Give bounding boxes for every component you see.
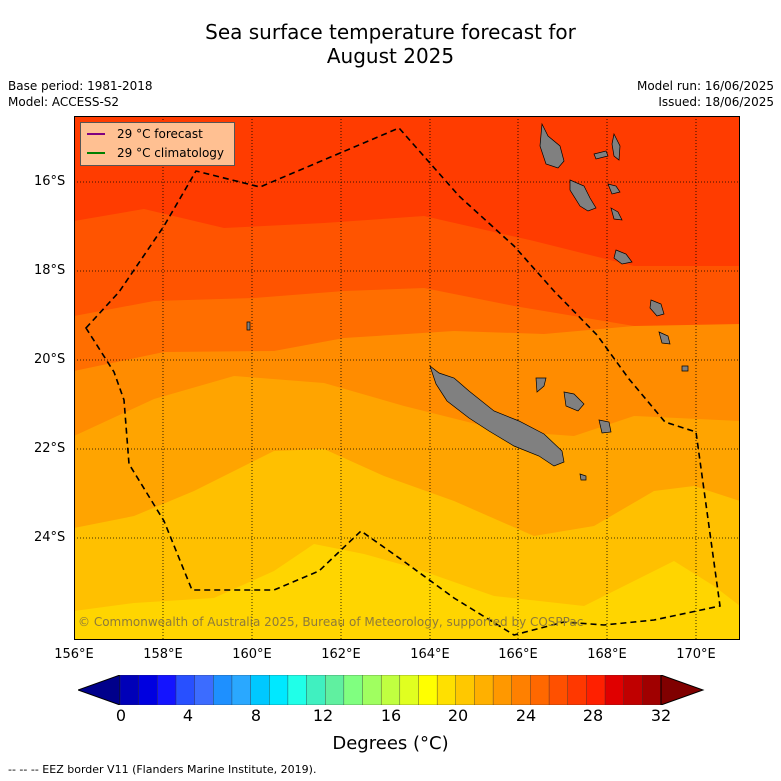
colorbar-swatch [231,675,252,705]
base-period-text: Base period: 1981-2018 [8,79,153,93]
vanuatu-island-d [593,150,609,160]
colorbar-swatch [567,675,588,705]
lat-label-24s: 24°S [34,530,66,545]
legend-climatology-swatch [87,152,105,154]
colorbar-swatch [642,675,662,705]
matthew-island [649,299,665,317]
colorbar-tick-20: 20 [447,706,469,725]
chesterfield-islet [246,321,251,331]
colorbar-swatch [586,675,606,705]
colorbar-swatch [548,675,569,705]
colorbar-tick-24: 24 [515,706,537,725]
vanuatu-island-e [607,183,621,195]
lon-label-168e: 168°E [587,647,627,662]
colorbar-title: Degrees (°C) [332,733,449,754]
lon-label-162e: 162°E [321,647,361,662]
colorbar-swatch [436,675,457,705]
loyalty-island-b [598,419,612,434]
vanuatu-island-c [611,132,621,161]
colorbar-tick-4: 4 [182,706,194,725]
map-legend: 29 °C forecast 29 °C climatology [80,122,235,166]
lon-label-158e: 158°E [143,647,183,662]
lon-label-166e: 166°E [498,647,538,662]
colorbar-swatch [213,675,233,705]
land-masses [246,122,689,481]
lat-label-22s: 22°S [34,441,66,456]
colorbar-tick-16: 16 [380,706,402,725]
eez-border [84,127,721,636]
colorbar-min-extend [78,675,121,705]
vanuatu-island-a [539,122,565,169]
colorbar-swatch [119,675,140,705]
new-caledonia-island [429,365,565,467]
map-frame [74,116,740,640]
colorbar-swatch [530,675,550,705]
colorbar-swatch [511,675,532,705]
colorbar-swatch [399,675,420,705]
lat-label-20s: 20°S [34,352,66,367]
vanuatu-island-g [613,249,633,265]
colorbar-max-extend [660,675,705,705]
hunter-island [658,331,671,345]
colorbar-swatch [623,675,644,705]
lon-label-156e: 156°E [54,647,94,662]
vanuatu-island-f [610,207,623,221]
colorbar-tick-12: 12 [312,706,334,725]
lon-label-160e: 160°E [232,647,272,662]
legend-climatology-label: 29 °C climatology [117,146,225,160]
colorbar-swatch [157,675,177,705]
isle-of-pines [579,473,587,481]
colorbar-swatch [380,675,401,705]
colorbar-swatch [492,675,513,705]
vanuatu-island-b [569,179,597,212]
eez-footnote: -- -- -- EEZ border V11 (Flanders Marine… [8,763,317,776]
small-islet [681,365,689,372]
colorbar-swatch [306,675,326,705]
lat-label-16s: 16°S [34,174,66,189]
map-title-line2: August 2025 [326,44,455,68]
colorbar-swatch [250,675,270,705]
colorbar-swatch [138,675,159,705]
colorbar-swatch [418,675,438,705]
colorbar-swatch [175,675,196,705]
legend-forecast-label: 29 °C forecast [117,127,203,141]
lat-label-18s: 18°S [34,263,66,278]
legend-forecast-swatch [87,133,105,135]
colorbar-swatch [455,675,476,705]
colorbar [78,675,705,705]
loyalty-island-c [535,377,547,393]
legend-climatology-entry: 29 °C climatology [87,146,224,160]
colorbar-swatch [269,675,289,705]
colorbar-swatch [474,675,494,705]
model-run-text: Model run: 16/06/2025 [636,79,774,93]
legend-forecast-entry: 29 °C forecast [87,127,203,141]
colorbar-tick-32: 32 [650,706,672,725]
sst-map [74,116,740,640]
colorbar-tick-28: 28 [582,706,604,725]
issued-text: Issued: 18/06/2025 [658,95,774,109]
colorbar-swatch [325,675,345,705]
colorbar-swatch [343,675,364,705]
lon-label-170e: 170°E [676,647,716,662]
map-title-line1: Sea surface temperature forecast for [205,20,576,44]
sst-band-6 [74,544,740,640]
colorbar-swatch [604,675,625,705]
colorbar-tick-0: 0 [115,706,127,725]
graticule [74,116,740,640]
model-text: Model: ACCESS-S2 [8,95,120,109]
copyright-text: © Commonwealth of Australia 2025, Bureau… [78,615,584,629]
lon-label-164e: 164°E [410,647,450,662]
colorbar-swatch [194,675,214,705]
colorbar-swatch [362,675,382,705]
loyalty-island-a [563,391,585,412]
colorbar-swatch [287,675,308,705]
colorbar-tick-8: 8 [250,706,262,725]
